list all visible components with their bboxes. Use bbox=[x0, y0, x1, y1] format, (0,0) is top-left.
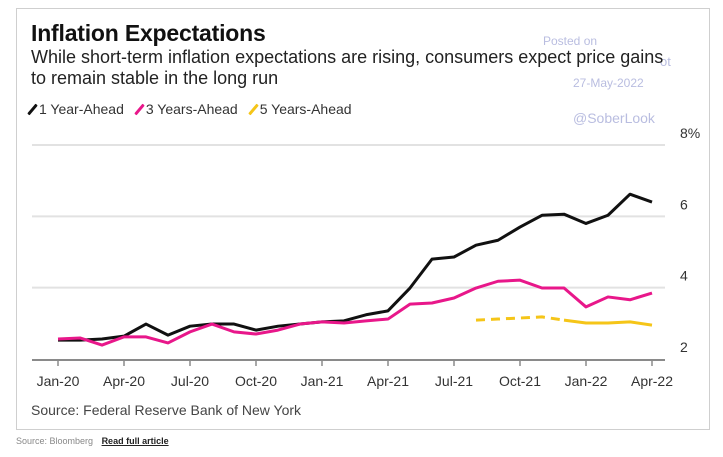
watermark-partial: ot bbox=[660, 54, 671, 69]
y-tick-label-4: 4 bbox=[680, 268, 688, 284]
x-tick-label-Jan-21: Jan-21 bbox=[301, 373, 344, 389]
legend-label-5y: 5 Years-Ahead bbox=[259, 101, 352, 117]
legend-item-5y: 5 Years-Ahead bbox=[247, 101, 352, 117]
x-axis: Jan-20 Apr-20 Jul-20 Oct-20 Jan-21 Apr-21 Jul-… bbox=[32, 359, 673, 389]
series-lines bbox=[57, 192, 653, 347]
watermark-handle: @SoberLook bbox=[573, 110, 655, 126]
legend: 1 Year-Ahead 3 Years-Ahead 5 Years-Ahead bbox=[27, 101, 352, 117]
x-tick-label-Apr-22: Apr-22 bbox=[631, 373, 673, 389]
page-footer: Source: Bloomberg Read full article bbox=[16, 436, 169, 446]
read-full-article-link[interactable]: Read full article bbox=[101, 436, 169, 446]
y-tick-label-2: 2 bbox=[680, 339, 688, 355]
x-tick-label-Oct-20: Oct-20 bbox=[235, 373, 277, 389]
series-line-5-years-ahead-dashed bbox=[475, 315, 565, 322]
chart-subtitle: While short-term inflation expectations … bbox=[31, 47, 664, 88]
footer-source: Source: Bloomberg bbox=[16, 436, 94, 446]
series-line-1-year-ahead bbox=[58, 192, 653, 342]
watermark-posted-on: Posted on bbox=[543, 34, 598, 48]
series-line-5-years-ahead-solid bbox=[563, 318, 653, 327]
series-line-3-years-ahead bbox=[57, 278, 653, 347]
legend-item-1y: 1 Year-Ahead bbox=[27, 101, 124, 117]
chart-source: Source: Federal Reserve Bank of New York bbox=[31, 402, 302, 418]
x-tick-label-Jan-22: Jan-22 bbox=[565, 373, 608, 389]
x-tick-label-Jul-20: Jul-20 bbox=[171, 373, 209, 389]
x-tick-label-Oct-21: Oct-21 bbox=[499, 373, 541, 389]
legend-label-3y: 3 Years-Ahead bbox=[145, 101, 238, 117]
y-tick-label-8: 8% bbox=[680, 125, 700, 141]
x-tick-label-Jul-21: Jul-21 bbox=[435, 373, 473, 389]
chart-title: Inflation Expectations bbox=[31, 20, 266, 46]
y-tick-label-6: 6 bbox=[680, 196, 688, 212]
x-tick-label-Jan-20: Jan-20 bbox=[37, 373, 80, 389]
x-tick-label-Apr-20: Apr-20 bbox=[103, 373, 145, 389]
x-tick-label-Apr-21: Apr-21 bbox=[367, 373, 409, 389]
legend-item-3y: 3 Years-Ahead bbox=[134, 101, 238, 117]
y-axis-labels: 2 4 6 8% bbox=[680, 125, 700, 355]
legend-label-1y: 1 Year-Ahead bbox=[39, 101, 124, 117]
watermark-date: 27-May-2022 bbox=[573, 76, 644, 90]
